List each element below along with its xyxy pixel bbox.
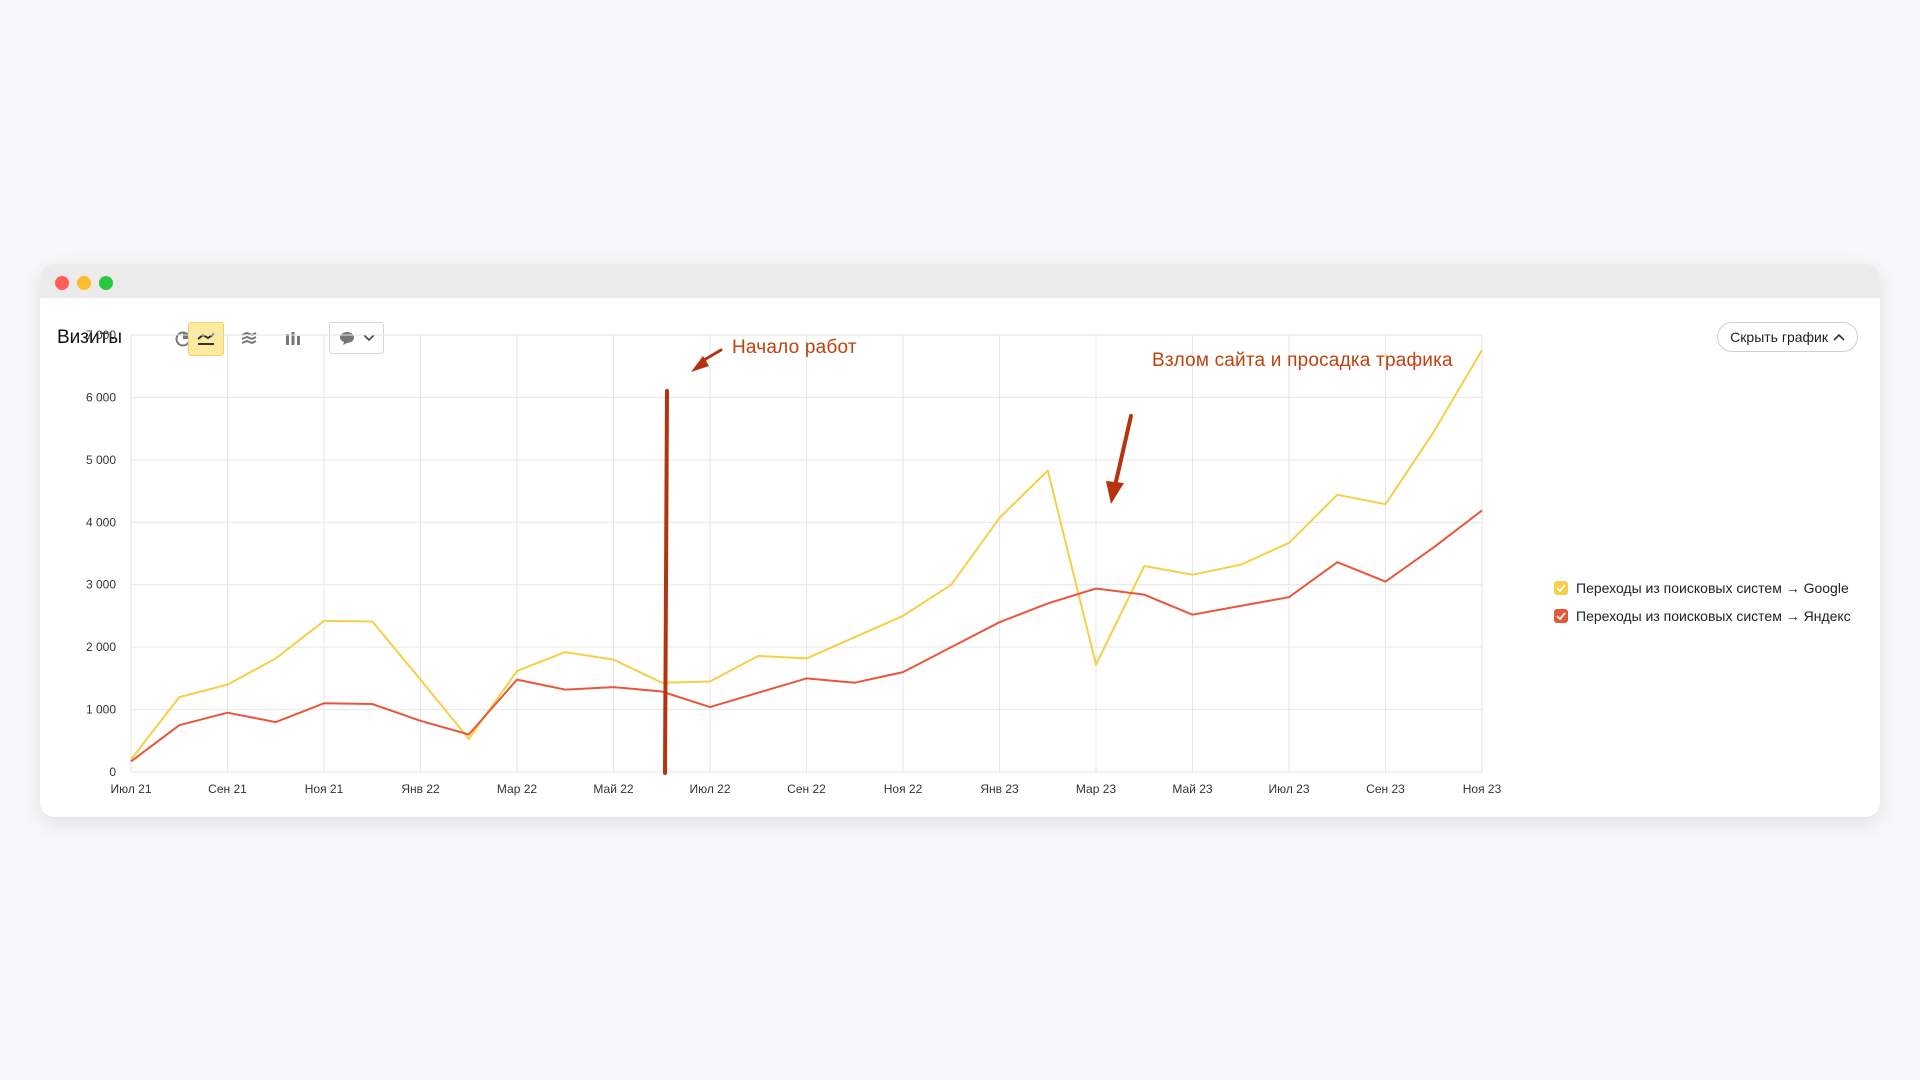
annotation-site-hack: Взлом сайта и просадка трафика: [1152, 350, 1453, 371]
x-tick-label: Янв 22: [401, 782, 440, 796]
chevron-up-icon: [1833, 333, 1845, 341]
report-title: Визиты: [57, 327, 122, 348]
annotation-start-of-work: Начало работ: [732, 337, 857, 358]
series-line-google: [130, 349, 1483, 761]
x-tick-label: Июл 23: [1268, 782, 1309, 796]
annotation-start-line: [663, 389, 669, 775]
hide-chart-button[interactable]: Скрыть график: [1717, 322, 1858, 352]
x-tick-label: Ноя 22: [884, 782, 923, 796]
checkmark-icon: [1556, 612, 1566, 620]
close-window-button[interactable]: [55, 276, 69, 290]
chart-window: Визиты Скрыть гра: [40, 264, 1880, 817]
x-tick-label: Ноя 23: [1463, 782, 1502, 796]
annotation-start-arrow-shaft: [702, 348, 723, 362]
line-chart-button[interactable]: [188, 322, 224, 356]
line-chart-icon: [197, 333, 215, 345]
bar-chart-button[interactable]: [275, 322, 311, 356]
line-chart: 0 1 000 2 000 3 000 4 000 5 000 6 000 7 000 Июл …: [86, 328, 1502, 796]
y-tick-label: 5 000: [86, 453, 116, 467]
y-tick-label: 2 000: [86, 640, 116, 654]
hide-chart-label: Скрыть график: [1730, 329, 1828, 345]
window-titlebar: [40, 264, 1880, 298]
legend-label-google: Переходы из поисковых систем → Google: [1576, 580, 1849, 596]
x-tick-label: Май 23: [1172, 782, 1213, 796]
bar-chart-icon: [286, 332, 300, 345]
series-line-yandex: [130, 509, 1483, 763]
checkmark-icon: [1556, 584, 1566, 592]
x-tick-label: Май 22: [593, 782, 634, 796]
legend-checkbox-yandex[interactable]: [1554, 609, 1568, 623]
x-tick-label: Июл 22: [689, 782, 730, 796]
x-tick-label: Ноя 21: [305, 782, 344, 796]
x-tick-label: Сен 23: [1366, 782, 1405, 796]
x-tick-label: Сен 22: [787, 782, 826, 796]
legend-checkbox-google[interactable]: [1554, 581, 1568, 595]
x-tick-label: Сен 21: [208, 782, 247, 796]
chart-legend: Переходы из поисковых систем → Google Пе…: [1554, 574, 1851, 630]
legend-item-yandex[interactable]: Переходы из поисковых систем → Яндекс: [1554, 602, 1851, 630]
y-tick-label: 7 000: [86, 328, 116, 342]
x-tick-label: Мар 22: [497, 782, 537, 796]
x-tick-label: Мар 23: [1076, 782, 1116, 796]
y-tick-label: 6 000: [86, 390, 116, 404]
minimize-window-button[interactable]: [77, 276, 91, 290]
legend-item-google[interactable]: Переходы из поисковых систем → Google: [1554, 574, 1851, 602]
legend-label-yandex: Переходы из поисковых систем → Яндекс: [1576, 608, 1851, 624]
x-tick-label: Янв 23: [980, 782, 1019, 796]
y-tick-label: 3 000: [86, 578, 116, 592]
annotation-hack-arrow-shaft: [1113, 414, 1133, 488]
y-tick-label: 0: [109, 765, 116, 779]
y-tick-label: 1 000: [86, 703, 116, 717]
y-tick-label: 4 000: [86, 515, 116, 529]
x-tick-label: Июл 21: [110, 782, 151, 796]
annotation-start-arrow-head: [691, 356, 709, 372]
stacked-area-icon: [241, 331, 257, 345]
stacked-area-button[interactable]: [231, 322, 267, 356]
annotation-hack-arrow-head: [1106, 481, 1124, 504]
chevron-down-icon: [362, 334, 375, 342]
maximize-window-button[interactable]: [99, 276, 113, 290]
